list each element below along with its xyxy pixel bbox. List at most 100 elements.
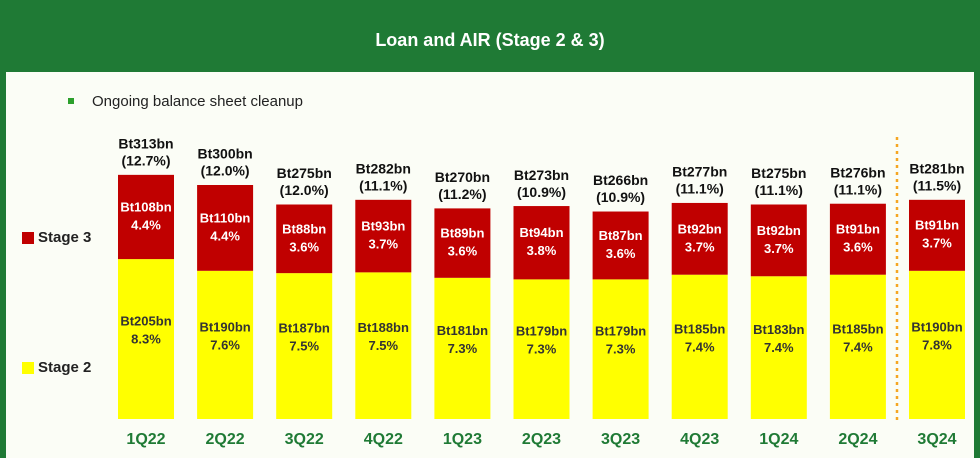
legend-label: Stage 3 [38, 229, 91, 246]
share-label: 4.4% [131, 217, 161, 232]
bar-segment [909, 199, 965, 271]
share-label: 7.6% [210, 337, 240, 352]
value-label: Bt110bn [200, 210, 251, 225]
value-label: Bt183bn [753, 322, 804, 337]
x-tick-label: 2Q23 [522, 431, 561, 448]
x-tick-label: 3Q24 [917, 431, 956, 448]
total-label: Bt275bn [751, 165, 806, 181]
value-label: Bt179bn [516, 324, 567, 339]
value-label: Bt108bn [120, 199, 171, 214]
total-label: Bt313bn [118, 136, 173, 152]
x-tick-label: 2Q22 [206, 431, 245, 448]
bar-segment [750, 276, 807, 419]
value-label: Bt185bn [674, 321, 725, 336]
share-label: 7.3% [448, 341, 478, 356]
bar-segment [276, 273, 333, 419]
legend-swatch [22, 232, 34, 244]
total-share-label: (11.1%) [755, 182, 803, 198]
total-share-label: (11.5%) [913, 178, 961, 194]
total-share-label: (11.1%) [359, 178, 407, 194]
bar-segment [355, 272, 412, 419]
total-label: Bt275bn [277, 165, 332, 181]
total-share-label: (10.9%) [596, 189, 645, 205]
value-label: Bt87bn [599, 228, 643, 243]
share-label: 3.7% [368, 237, 398, 252]
bar-segment [197, 185, 254, 271]
value-label: Bt91bn [915, 218, 959, 233]
share-label: 3.6% [448, 244, 478, 259]
total-share-label: (12.7%) [121, 153, 170, 169]
header-band [0, 0, 980, 72]
total-share-label: (10.9%) [517, 184, 566, 200]
bar-segment [355, 199, 412, 273]
share-label: 3.6% [289, 239, 319, 254]
value-label: Bt205bn [120, 313, 171, 328]
legend-label: Stage 2 [38, 359, 91, 376]
share-label: 7.5% [368, 338, 398, 353]
bar-segment [592, 211, 649, 280]
share-label: 3.6% [606, 246, 636, 261]
legend-swatch [22, 362, 34, 374]
bar-segment [829, 274, 886, 419]
x-tick-label: 2Q24 [838, 431, 877, 448]
total-share-label: (12.0%) [201, 163, 250, 179]
value-label: Bt89bn [440, 226, 484, 241]
total-share-label: (11.1%) [676, 181, 724, 197]
total-label: Bt273bn [514, 167, 569, 183]
total-label: Bt282bn [356, 161, 411, 177]
chart-title: Loan and AIR (Stage 2 & 3) [375, 30, 604, 50]
share-label: 7.5% [289, 339, 319, 354]
bar-segment [434, 277, 491, 419]
value-label: Bt92bn [678, 221, 722, 236]
x-tick-label: 1Q24 [759, 431, 798, 448]
share-label: 7.3% [606, 342, 636, 357]
value-label: Bt190bn [199, 319, 250, 334]
bar-segment [513, 279, 570, 419]
total-label: Bt276bn [830, 164, 885, 180]
value-label: Bt93bn [361, 219, 405, 234]
left-border [0, 0, 6, 458]
share-label: 3.6% [843, 240, 873, 255]
total-label: Bt266bn [593, 172, 648, 188]
x-tick-label: 3Q22 [285, 431, 324, 448]
bar-segment [513, 206, 570, 280]
bar-segment [750, 204, 807, 277]
total-share-label: (11.1%) [834, 181, 882, 197]
share-label: 7.4% [764, 340, 794, 355]
value-label: Bt91bn [836, 222, 880, 237]
bar-segment [671, 274, 728, 419]
total-label: Bt277bn [672, 164, 727, 180]
value-label: Bt181bn [437, 323, 488, 338]
bullet [68, 98, 74, 104]
share-label: 3.7% [922, 236, 952, 251]
share-label: 7.8% [922, 337, 952, 352]
share-label: 3.7% [764, 241, 794, 256]
right-border [974, 0, 980, 458]
x-tick-label: 3Q23 [601, 431, 640, 448]
total-label: Bt300bn [197, 146, 252, 162]
bar-segment [197, 270, 254, 419]
share-label: 3.7% [685, 239, 715, 254]
bar-segment [434, 208, 491, 278]
subtitle: Ongoing balance sheet cleanup [92, 93, 303, 110]
bar-segment [671, 202, 728, 275]
value-label: Bt185bn [832, 321, 883, 336]
total-share-label: (11.2%) [438, 186, 486, 202]
x-tick-label: 4Q22 [364, 431, 403, 448]
share-label: 4.4% [210, 228, 240, 243]
value-label: Bt187bn [279, 321, 330, 336]
bar-segment [829, 203, 886, 275]
value-label: Bt179bn [595, 324, 646, 339]
share-label: 8.3% [131, 331, 161, 346]
value-label: Bt88bn [282, 221, 326, 236]
total-label: Bt281bn [909, 161, 964, 177]
share-label: 7.3% [527, 342, 557, 357]
bar-segment [592, 279, 649, 419]
total-share-label: (12.0%) [280, 182, 329, 198]
value-label: Bt94bn [519, 225, 563, 240]
x-tick-label: 1Q22 [126, 431, 165, 448]
share-label: 7.4% [685, 339, 715, 354]
value-label: Bt92bn [757, 223, 801, 238]
bar-segment [118, 259, 174, 419]
